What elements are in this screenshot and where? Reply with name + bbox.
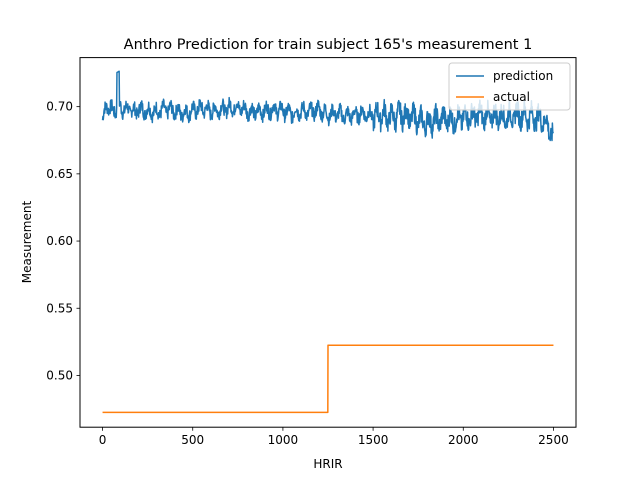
series-line-prediction: [101, 70, 554, 142]
x-tick-label: 1500: [358, 433, 389, 447]
x-tick-label: 2500: [538, 433, 569, 447]
y-tick-label: 0.65: [46, 167, 73, 181]
chart-title: Anthro Prediction for train subject 165'…: [124, 37, 533, 53]
series-line-actual: [102, 344, 554, 414]
plot-frame: [79, 57, 577, 428]
y-tick-label: 0.70: [46, 100, 73, 114]
x-tick-label: 0: [99, 433, 107, 447]
x-axis: 0 500 1000 1500 2000 2500: [99, 427, 569, 447]
y-axis: 0.50 0.55 0.60 0.65 0.70: [46, 100, 80, 382]
legend-box: [448, 62, 571, 111]
x-tick-label: 2000: [448, 433, 479, 447]
legend-label-prediction: prediction: [493, 69, 553, 83]
legend: prediction actual: [448, 62, 571, 111]
y-tick-label: 0.55: [46, 301, 73, 315]
y-axis-label: Measurement: [20, 201, 34, 284]
plot-area: [101, 70, 554, 414]
y-tick-label: 0.50: [46, 368, 73, 382]
x-axis-label: HRIR: [313, 457, 342, 471]
x-tick-label: 500: [181, 433, 204, 447]
legend-label-actual: actual: [493, 90, 530, 104]
x-tick-label: 1000: [268, 433, 299, 447]
y-tick-label: 0.60: [46, 234, 73, 248]
